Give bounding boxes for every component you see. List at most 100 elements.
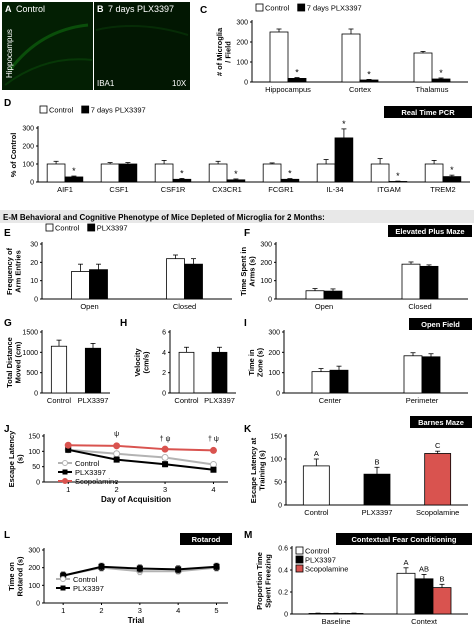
significance-mark: * — [234, 169, 238, 179]
x-tick-label: Closed — [408, 302, 431, 311]
legend-label: Control — [305, 547, 330, 556]
bar — [211, 351, 228, 394]
bar — [341, 33, 361, 83]
panel-title-box — [384, 106, 472, 118]
y-tick-label: 150 — [28, 434, 40, 441]
y-axis-label: % of Control — [9, 133, 18, 178]
y-tick-label: 100 — [260, 278, 272, 285]
y-axis-label: Time onRotarod (s) — [7, 556, 25, 597]
micrograph-b: B 7 days PLX3397 IBA1 10X — [94, 2, 190, 90]
bar — [413, 52, 433, 83]
y-axis-label: Total DistanceMoved (cm) — [5, 337, 23, 388]
bar — [226, 179, 246, 183]
y-tick-label: 0 — [276, 391, 280, 398]
y-tick-label: 30 — [30, 242, 38, 249]
legend-marker — [62, 469, 68, 475]
panel-letter: M — [244, 530, 252, 541]
panel-title-box — [336, 533, 472, 545]
x-tick-label: 3 — [163, 485, 167, 494]
panel-title: Contextual Fear Conditioning — [352, 535, 457, 544]
significance-mark: * — [396, 171, 400, 181]
x-tick-label: PLX3397 — [204, 396, 235, 405]
x-tick-label: 1 — [61, 606, 65, 615]
significance-mark: * — [72, 166, 76, 176]
micrograph-a-panel-letter: A — [5, 4, 12, 14]
x-tick-label: Perimeter — [406, 396, 439, 405]
data-point — [209, 461, 217, 469]
data-point — [209, 446, 217, 454]
bar — [388, 181, 408, 183]
legend-marker — [60, 576, 66, 582]
panel-letter: C — [200, 5, 207, 16]
y-tick-label: 0 — [36, 480, 40, 487]
x-tick-label: PLX3397 — [362, 508, 393, 517]
group-letter: B — [439, 574, 444, 583]
y-tick-label: 100 — [28, 583, 40, 590]
panel-letter: E — [4, 228, 11, 239]
bar — [311, 371, 331, 394]
data-point — [113, 450, 121, 458]
y-tick-label: 0 — [244, 80, 248, 87]
panel-title: Real Time PCR — [401, 108, 455, 117]
x-tick-label: Closed — [173, 302, 196, 311]
x-tick-label: 4 — [211, 485, 215, 494]
bar — [334, 137, 354, 183]
legend-swatch — [295, 546, 304, 555]
data-point — [162, 461, 169, 468]
x-tick-label: 1 — [66, 485, 70, 494]
micrograph-b-label: 7 days PLX3397 — [108, 4, 174, 14]
y-tick-label: 300 — [22, 126, 34, 133]
bar — [64, 176, 84, 183]
y-axis-label: # of Microglia/ Field — [215, 27, 233, 76]
bar — [316, 163, 336, 183]
legend-swatch — [45, 223, 54, 232]
group-letter: B — [374, 457, 379, 466]
legend-swatch — [295, 564, 304, 573]
bar — [424, 163, 444, 183]
y-tick-label: 1000 — [22, 350, 38, 357]
y-tick-label: 0 — [278, 503, 282, 510]
bar — [431, 78, 451, 83]
legend-swatch — [87, 223, 96, 232]
x-tick-label: Thalamus — [416, 85, 449, 94]
y-tick-label: 200 — [268, 350, 280, 357]
legend-marker — [62, 478, 68, 484]
y-tick-label: 4 — [162, 350, 166, 357]
legend-label: 7 days PLX3397 — [307, 4, 362, 13]
micrograph-b-stain: IBA1 — [97, 79, 115, 88]
micrograph-a-side-label: Hippocampus — [5, 29, 14, 78]
bar — [370, 163, 390, 183]
y-tick-label: 300 — [236, 20, 248, 27]
y-tick-label: 0.6 — [278, 546, 288, 553]
panel-letter: D — [4, 98, 11, 109]
micrograph-a: A Control Hippocampus — [2, 2, 93, 90]
bar — [308, 613, 328, 615]
y-tick-label: 0.2 — [278, 590, 288, 597]
bar — [172, 178, 192, 183]
panel-letter: H — [120, 318, 127, 329]
legend-label: PLX3397 — [75, 468, 106, 477]
bar — [414, 578, 434, 615]
series-line — [68, 444, 214, 452]
significance-mark: * — [288, 169, 292, 179]
x-tick-label: Open — [315, 302, 333, 311]
micrograph-a-label: Control — [16, 4, 45, 14]
data-point — [175, 566, 182, 573]
legend-label: Control — [49, 106, 74, 115]
bar — [421, 356, 441, 394]
bar — [89, 269, 108, 300]
y-tick-label: 100 — [236, 60, 248, 67]
y-tick-label: 0.4 — [278, 568, 288, 575]
y-tick-label: 500 — [26, 370, 38, 377]
x-tick-label: 5 — [214, 606, 218, 615]
data-point — [113, 456, 120, 463]
y-tick-label: 300 — [260, 242, 272, 249]
y-tick-label: 20 — [30, 260, 38, 267]
chart-d: D Real Time PCR 0 100 200 300 % of Control * AIF… — [4, 98, 472, 194]
group-letter: C — [435, 441, 441, 450]
group-letter: A — [403, 558, 408, 567]
